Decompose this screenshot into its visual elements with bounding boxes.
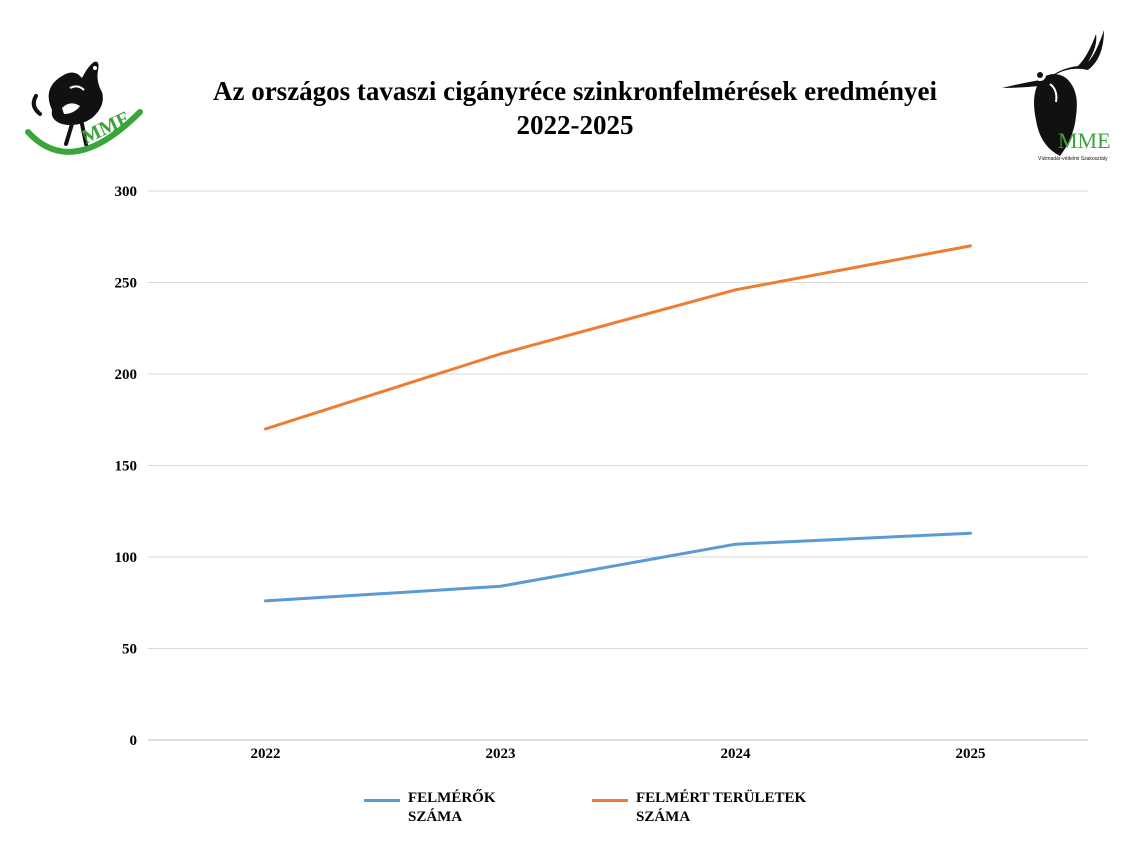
series-lines <box>264 244 972 603</box>
y-tick-label: 150 <box>115 459 138 475</box>
legend-label-teruletek: FELMÉRT TERÜLETEK SZÁMA <box>636 790 807 825</box>
y-axis-ticks: 0 50 100 150 200 250 300 <box>115 184 138 749</box>
x-axis-ticks: 2022 2023 2024 2025 <box>251 746 986 762</box>
chart-title: Az országos tavaszi cigányréce szinkronf… <box>140 74 1010 142</box>
lapwing-logo-icon: MME Vízimadár-védelmi Szakosztály <box>1002 30 1111 162</box>
title-line-2: 2022-2025 <box>516 110 634 140</box>
legend-swatch-felmerok <box>364 799 400 802</box>
x-tick-label: 2024 <box>721 746 752 762</box>
legend-swatch-teruletek <box>592 799 628 802</box>
legend-item-felmerok: FELMÉRŐK SZÁMA <box>364 789 638 827</box>
bustard-logo-icon: MME <box>25 61 143 155</box>
title-line-1: Az országos tavaszi cigányréce szinkronf… <box>212 76 938 106</box>
x-tick-label: 2025 <box>956 746 986 762</box>
x-tick-label: 2022 <box>251 746 281 762</box>
y-tick-label: 50 <box>122 642 137 658</box>
logo-right-text: MME <box>1058 128 1111 153</box>
mme-logo-left: MME <box>22 48 146 166</box>
y-tick-label: 0 <box>130 733 138 749</box>
y-tick-label: 100 <box>115 550 138 566</box>
y-tick-label: 200 <box>115 367 138 383</box>
legend-item-teruletek: FELMÉRT TERÜLETEK SZÁMA <box>592 789 866 827</box>
x-tick-label: 2023 <box>486 746 516 762</box>
series-line-1 <box>264 244 972 431</box>
legend-label-felmerok: FELMÉRŐK SZÁMA <box>408 790 496 825</box>
legend: FELMÉRŐK SZÁMA FELMÉRT TERÜLETEK SZÁMA <box>0 789 1140 834</box>
y-tick-label: 250 <box>115 276 138 292</box>
y-tick-label: 300 <box>115 184 138 200</box>
series-line-0 <box>264 531 972 603</box>
logo-right-subtext: Vízimadár-védelmi Szakosztály <box>1038 156 1108 162</box>
mme-logo-right: MME Vízimadár-védelmi Szakosztály <box>1000 28 1128 166</box>
gridlines <box>148 190 1088 741</box>
